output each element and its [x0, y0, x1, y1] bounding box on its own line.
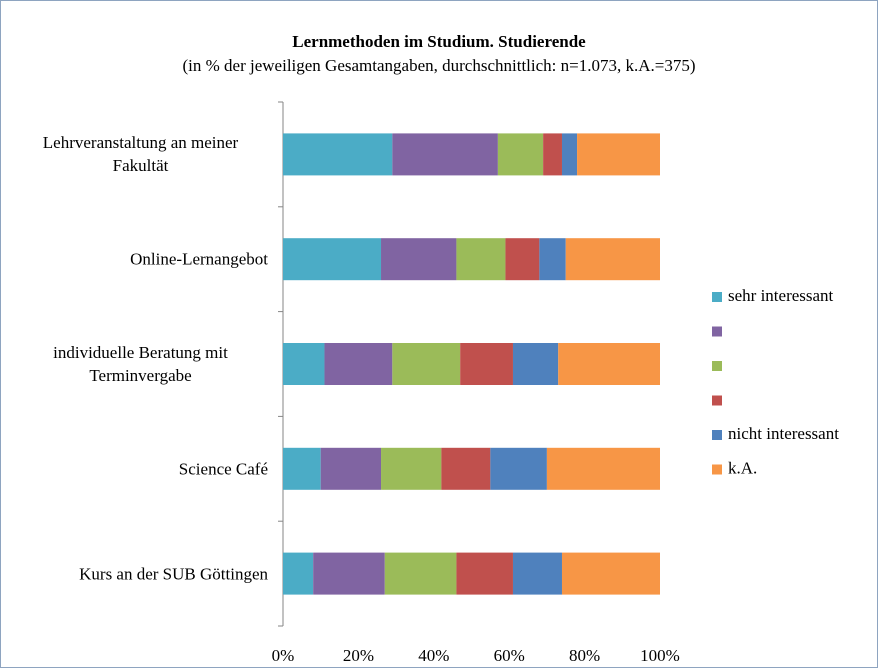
x-tick-label: 0% [272, 646, 295, 665]
bar-segment [324, 343, 393, 385]
legend-swatch [712, 464, 722, 475]
bar-segment [512, 552, 562, 595]
category-label: Science Café [178, 459, 268, 479]
legend-label: k.A. [728, 458, 757, 477]
bar-segment [546, 447, 660, 490]
bar-segment [441, 447, 491, 490]
bar-segment [392, 133, 498, 176]
bar-segment [381, 238, 457, 281]
legend-swatch [712, 430, 722, 440]
category-label: Lehrveranstaltung an meiner Fakultät [42, 133, 239, 176]
bar-segment [283, 238, 382, 281]
legend-swatch [712, 395, 722, 406]
bar-segment [561, 552, 660, 595]
x-tick-label: 20% [343, 646, 374, 665]
bar-segment [313, 552, 385, 595]
bar-segment [384, 552, 457, 595]
category-label: Kurs an der SUB Göttingen [79, 564, 268, 584]
bar-segment [320, 447, 382, 490]
bar-segment [539, 238, 566, 281]
legend-swatch [712, 326, 722, 337]
bar-segment [283, 133, 393, 176]
bar-segment [558, 343, 660, 385]
bar-segment [561, 133, 578, 176]
chart-title: Lernmethoden im Studium. Studierende [292, 32, 586, 51]
bar-segment [456, 238, 506, 281]
legend-label: nicht interessant [728, 424, 839, 443]
category-label: Online-Lernangebot [130, 249, 268, 269]
x-tick-label: 80% [569, 646, 600, 665]
chart-subtitle: (in % der jeweiligen Gesamtangaben, durc… [183, 56, 696, 75]
bar-segment [283, 447, 321, 490]
bar-segment [283, 343, 325, 385]
legend-swatch [712, 361, 722, 371]
legend-label: sehr interessant [728, 286, 834, 305]
category-label: individuelle Beratung mit Terminvergabe [53, 343, 228, 385]
bar-segment [392, 343, 461, 385]
legend-swatch [712, 292, 722, 302]
bar-segment [543, 133, 562, 176]
bar-segment [512, 343, 559, 385]
bar-segment [577, 133, 660, 176]
x-tick-label: 60% [494, 646, 525, 665]
bar-segment [460, 343, 513, 385]
bar-segment [565, 238, 660, 281]
x-tick-label: 40% [418, 646, 449, 665]
bar-segment [381, 447, 442, 490]
bar-segment [456, 552, 513, 595]
bar-segment [505, 238, 540, 281]
x-tick-label: 100% [640, 646, 680, 665]
bar-segment [490, 447, 547, 490]
bar-segment [497, 133, 544, 176]
bar-segment [283, 552, 314, 595]
